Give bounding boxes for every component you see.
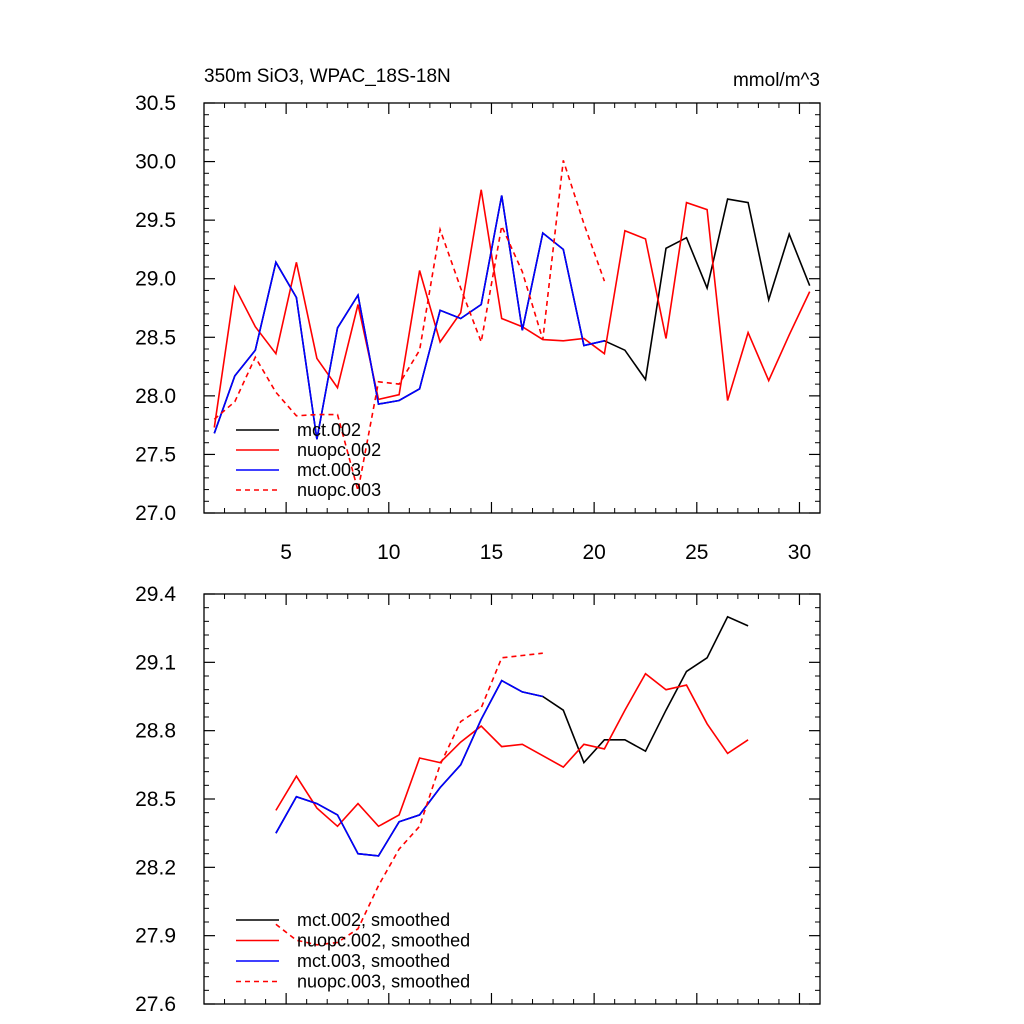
y-tick-label: 29.0: [135, 268, 176, 291]
legend-label-nuopc-003-smoothed: nuopc.003, smoothed: [297, 972, 470, 992]
legend-label-mct-002: mct.002: [297, 420, 361, 440]
legend-label-mct-003: mct.003: [297, 460, 361, 480]
series-line-nuopc-003-smoothed: [275, 652, 543, 946]
y-tick-label: 29.1: [135, 651, 176, 674]
legend-label-nuopc-002: nuopc.002: [297, 440, 381, 460]
series-line-mct-002: [213, 195, 811, 440]
units-label: mmol/m^3: [733, 70, 820, 91]
bottom-panel: 27.6 27.9 28.2 28.5 28.8 29.1 29.4 mct.002, smo…: [135, 583, 821, 1016]
chart-title: 350m SiO3, WPAC_18S-18N: [204, 66, 451, 87]
y-tick-label: 28.0: [135, 385, 176, 408]
series-line-nuopc-002: [213, 189, 811, 428]
legend-label-nuopc-003: nuopc.003: [297, 480, 381, 500]
x-tick-label: 20: [582, 541, 605, 564]
y-tick-label: 28.8: [135, 720, 176, 743]
y-tick-label: 28.2: [135, 856, 176, 879]
top-panel: 5 10 15 20 25 30 27.0 27.5 28.0 28.5 29.0 29.5 30.0 3…: [135, 92, 821, 564]
y-tick-label: 27.0: [135, 502, 176, 525]
y-tick-label: 27.5: [135, 443, 176, 466]
x-tick-label: 10: [377, 541, 400, 564]
y-tick-label: 29.5: [135, 209, 176, 232]
series-line-nuopc-002-smoothed: [275, 672, 749, 828]
series-line-mct-003-smoothed: [275, 679, 543, 857]
y-tick-label: 27.9: [135, 925, 176, 948]
series-line-mct-002-smoothed: [275, 615, 749, 857]
y-tick-label: 28.5: [135, 326, 176, 349]
y-tick-label: 30.0: [135, 151, 176, 174]
y-tick-label: 30.5: [135, 92, 176, 115]
legend-label-mct-002-smoothed: mct.002, smoothed: [297, 910, 450, 930]
x-tick-label: 25: [685, 541, 708, 564]
series-line-mct-003: [213, 195, 605, 440]
y-tick-label: 28.5: [135, 788, 176, 811]
legend-label-mct-003-smoothed: mct.003, smoothed: [297, 951, 450, 971]
x-tick-label: 30: [788, 541, 811, 564]
x-tick-label: 5: [280, 541, 292, 564]
series-line-nuopc-003: [213, 160, 606, 491]
y-tick-label: 27.6: [135, 993, 176, 1016]
y-tick-label: 29.4: [135, 583, 176, 606]
legend-label-nuopc-002-smoothed: nuopc.002, smoothed: [297, 931, 470, 951]
x-tick-label: 15: [480, 541, 503, 564]
